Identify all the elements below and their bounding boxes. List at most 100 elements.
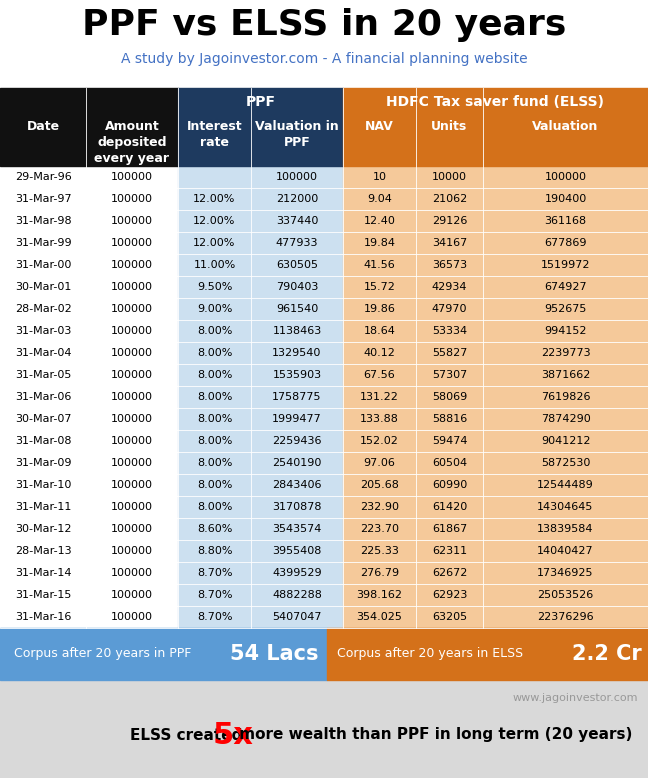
Bar xyxy=(343,496,648,518)
Text: 100000: 100000 xyxy=(111,480,153,490)
Text: 62923: 62923 xyxy=(432,590,467,600)
Text: 152.02: 152.02 xyxy=(360,436,399,446)
Text: 398.162: 398.162 xyxy=(356,590,402,600)
Text: 100000: 100000 xyxy=(544,172,586,182)
Text: 100000: 100000 xyxy=(111,612,153,622)
Text: 2.2 Cr: 2.2 Cr xyxy=(572,644,642,664)
Text: 5872530: 5872530 xyxy=(541,458,590,468)
Text: 63205: 63205 xyxy=(432,612,467,622)
Text: 10: 10 xyxy=(373,172,386,182)
Text: 100000: 100000 xyxy=(111,216,153,226)
Bar xyxy=(0,496,178,518)
Bar xyxy=(343,166,648,188)
Text: 477933: 477933 xyxy=(276,238,318,248)
Bar xyxy=(178,606,343,628)
Bar xyxy=(178,452,343,474)
Text: 100000: 100000 xyxy=(111,524,153,534)
Bar xyxy=(178,298,343,320)
Text: 8.00%: 8.00% xyxy=(197,370,232,380)
Text: 3871662: 3871662 xyxy=(541,370,590,380)
Bar xyxy=(343,88,648,166)
Text: 60990: 60990 xyxy=(432,480,467,490)
Bar xyxy=(343,342,648,364)
Bar xyxy=(178,342,343,364)
Text: 100000: 100000 xyxy=(111,546,153,556)
Text: 212000: 212000 xyxy=(276,194,318,204)
Text: 54 Lacs: 54 Lacs xyxy=(231,644,319,664)
Text: 13839584: 13839584 xyxy=(537,524,594,534)
Text: 100000: 100000 xyxy=(111,260,153,270)
Text: 31-Mar-08: 31-Mar-08 xyxy=(15,436,71,446)
Bar xyxy=(343,188,648,210)
Text: 30-Mar-01: 30-Mar-01 xyxy=(15,282,71,292)
Text: 31-Mar-04: 31-Mar-04 xyxy=(15,348,71,358)
Text: 1999477: 1999477 xyxy=(272,414,322,424)
Text: 100000: 100000 xyxy=(111,392,153,402)
Text: 36573: 36573 xyxy=(432,260,467,270)
Text: 31-Mar-11: 31-Mar-11 xyxy=(15,502,71,512)
Text: 1329540: 1329540 xyxy=(272,348,321,358)
Bar xyxy=(178,496,343,518)
Text: 19.86: 19.86 xyxy=(364,304,395,314)
Text: 55827: 55827 xyxy=(432,348,467,358)
Text: 34167: 34167 xyxy=(432,238,467,248)
Bar xyxy=(343,606,648,628)
Text: 58069: 58069 xyxy=(432,392,467,402)
Text: 7619826: 7619826 xyxy=(540,392,590,402)
Text: 61420: 61420 xyxy=(432,502,467,512)
Bar xyxy=(178,188,343,210)
Text: Date: Date xyxy=(27,120,60,133)
Text: 5407047: 5407047 xyxy=(272,612,322,622)
Text: 994152: 994152 xyxy=(544,326,586,336)
Bar xyxy=(343,452,648,474)
Bar xyxy=(178,210,343,232)
Text: 100000: 100000 xyxy=(111,172,153,182)
Text: 630505: 630505 xyxy=(276,260,318,270)
Text: 790403: 790403 xyxy=(276,282,318,292)
Text: 2843406: 2843406 xyxy=(272,480,322,490)
Text: 1519972: 1519972 xyxy=(540,260,590,270)
Bar xyxy=(178,518,343,540)
Text: 361168: 361168 xyxy=(544,216,586,226)
Text: 2540190: 2540190 xyxy=(272,458,321,468)
Text: 952675: 952675 xyxy=(544,304,586,314)
Text: Valuation in
PPF: Valuation in PPF xyxy=(255,120,339,149)
Text: 12544489: 12544489 xyxy=(537,480,594,490)
Bar xyxy=(0,88,178,166)
Text: 8.00%: 8.00% xyxy=(197,326,232,336)
Text: 19.84: 19.84 xyxy=(364,238,395,248)
Bar xyxy=(343,298,648,320)
Text: 31-Mar-16: 31-Mar-16 xyxy=(15,612,71,622)
Text: 100000: 100000 xyxy=(111,590,153,600)
Bar xyxy=(0,342,178,364)
Text: 8.70%: 8.70% xyxy=(197,590,232,600)
Text: 31-Mar-06: 31-Mar-06 xyxy=(15,392,71,402)
Text: 12.40: 12.40 xyxy=(364,216,395,226)
Text: 31-Mar-00: 31-Mar-00 xyxy=(15,260,71,270)
Text: www.jagoinvestor.com: www.jagoinvestor.com xyxy=(513,693,638,703)
Bar xyxy=(343,320,648,342)
Text: 9041212: 9041212 xyxy=(540,436,590,446)
Bar xyxy=(0,628,327,680)
Bar xyxy=(178,88,343,166)
Text: 2259436: 2259436 xyxy=(272,436,322,446)
Text: Corpus after 20 years in ELSS: Corpus after 20 years in ELSS xyxy=(337,647,523,661)
Text: 3955408: 3955408 xyxy=(272,546,321,556)
Text: 100000: 100000 xyxy=(111,414,153,424)
Text: NAV: NAV xyxy=(365,120,394,133)
Bar xyxy=(0,680,648,778)
Text: HDFC Tax saver fund (ELSS): HDFC Tax saver fund (ELSS) xyxy=(386,95,605,109)
Text: 1138463: 1138463 xyxy=(272,326,321,336)
Bar xyxy=(343,386,648,408)
Bar xyxy=(343,474,648,496)
Bar xyxy=(178,540,343,562)
Text: 4882288: 4882288 xyxy=(272,590,322,600)
Text: 337440: 337440 xyxy=(276,216,318,226)
Text: 22376296: 22376296 xyxy=(537,612,594,622)
Text: 3170878: 3170878 xyxy=(272,502,322,512)
Bar xyxy=(0,254,178,276)
Text: A study by Jagoinvestor.com - A financial planning website: A study by Jagoinvestor.com - A financia… xyxy=(121,52,527,66)
Bar xyxy=(0,518,178,540)
Bar xyxy=(178,562,343,584)
Text: 18.64: 18.64 xyxy=(364,326,395,336)
